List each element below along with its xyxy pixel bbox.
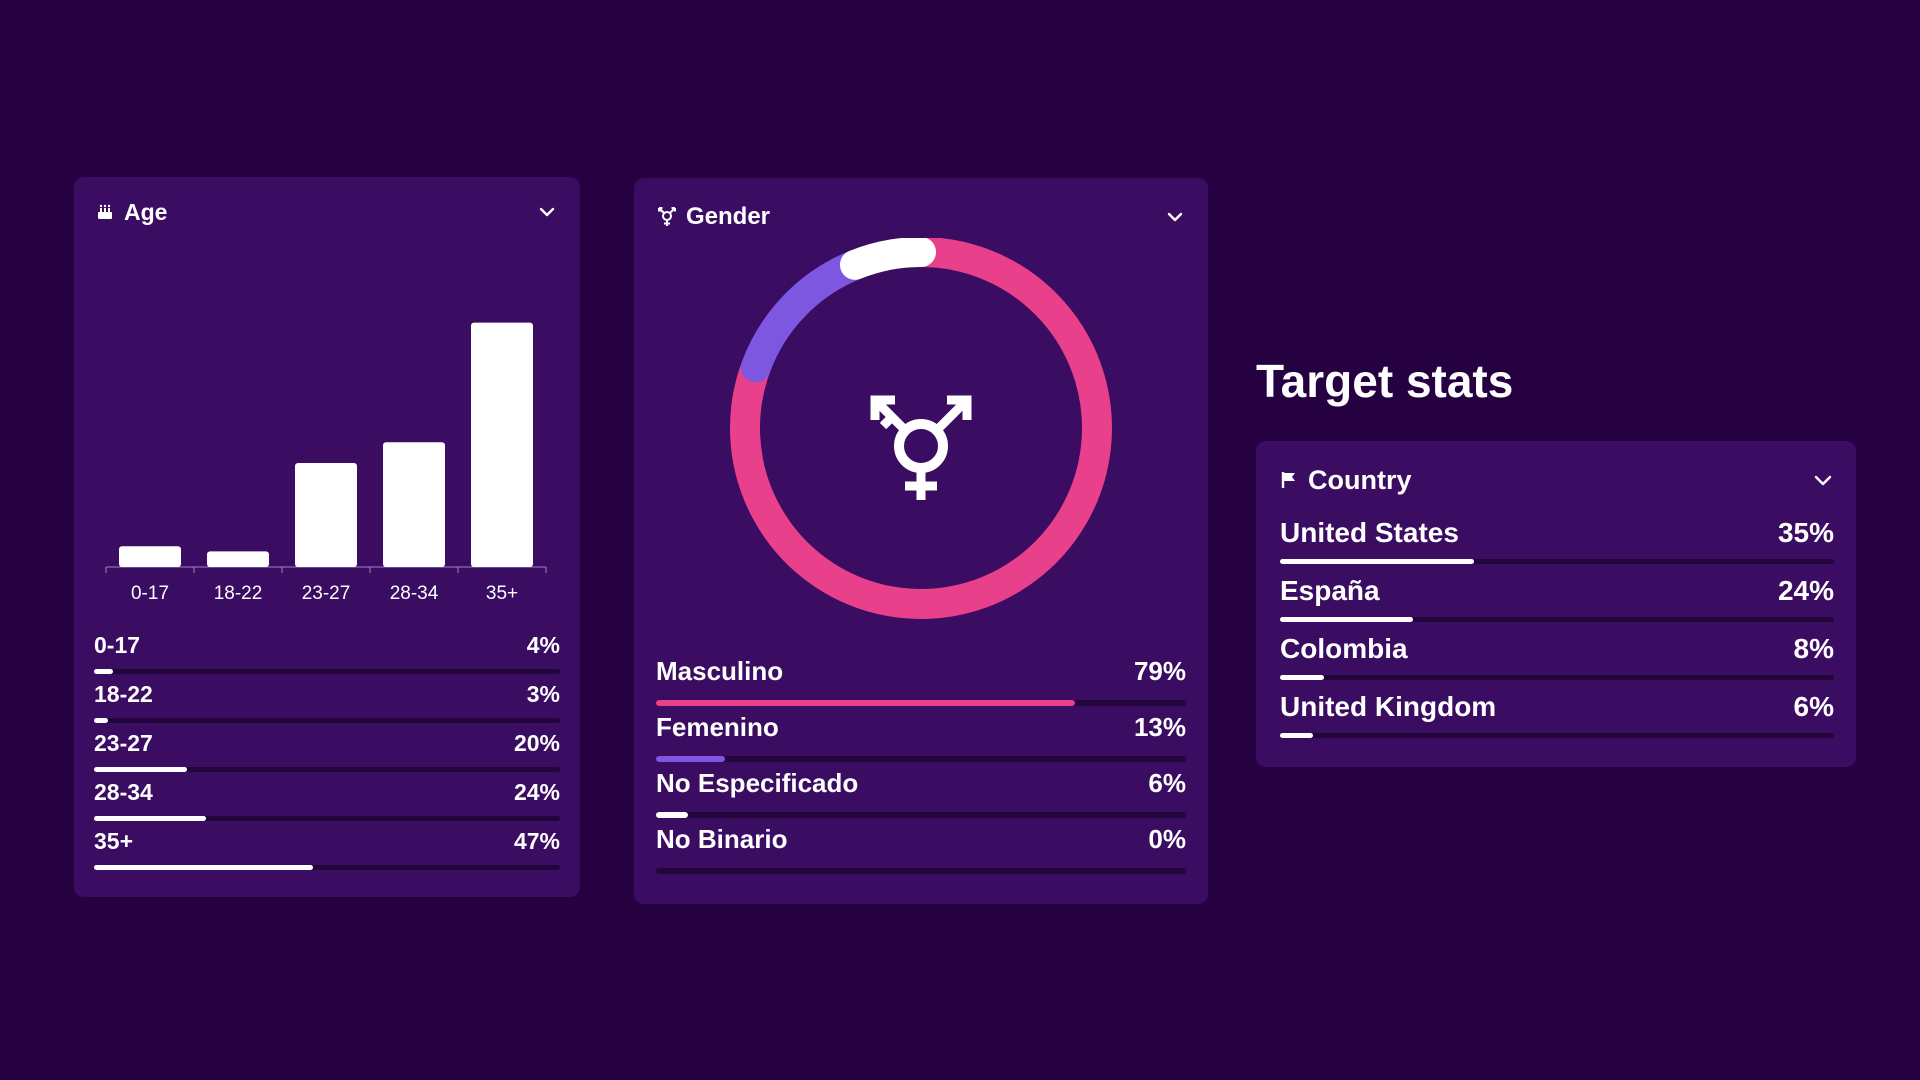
age-bar-23-27 [295,463,357,567]
gender-row-value: 6% [1148,768,1186,798]
gender-row: Masculino 79% [656,656,1186,687]
age-progress-track [94,767,560,772]
age-progress-track [94,669,560,674]
age-row: 35+ 47% [94,828,560,855]
age-bar-chart: 0-17 18-22 23-27 28-34 35+ [105,322,547,604]
x-tick-label: 35+ [486,583,518,604]
country-row-value: 24% [1777,575,1834,606]
age-row-label: 28-34 [94,779,153,805]
age-progress-fill [94,718,108,723]
age-progress-fill [94,669,113,674]
age-progress-fill [94,816,206,821]
gender-row-label: Femenino [656,712,779,742]
country-row-label: Colombia [1280,633,1408,664]
gender-progress-fill [656,812,688,818]
x-tick-label: 28-34 [390,583,439,604]
country-progress-fill [1280,675,1325,680]
country-card: Country United States 35% España 24% Colombi… [1256,441,1856,767]
x-tick-label: 0-17 [131,583,169,604]
country-row-label: España [1280,575,1380,606]
country-row-value: 6% [1793,691,1834,722]
age-bar-18-22 [207,551,269,567]
gender-row-label: No Binario [656,824,788,854]
country-row-label: United Kingdom [1280,691,1497,722]
flag-icon [1278,469,1300,491]
country-progress-fill [1280,733,1314,738]
x-tick-label: 23-27 [302,583,351,604]
gender-progress-fill [656,700,1075,706]
age-row-label: 35+ [94,828,134,854]
age-card-title: Age [124,198,168,225]
gender-progress-track [656,700,1186,706]
gender-card-title: Gender [686,203,771,230]
chevron-down-icon[interactable] [1164,206,1186,228]
age-row: 28-34 24% [94,779,560,806]
country-row: Colombia 8% [1280,633,1834,665]
age-progress-fill [94,865,314,870]
gender-card-header[interactable]: Gender [656,202,1186,232]
country-progress-fill [1280,559,1474,564]
country-row-label: United States [1280,517,1459,548]
age-row-label: 18-22 [94,681,153,707]
gender-progress-track [656,756,1186,762]
country-progress-fill [1280,617,1413,622]
transgender-symbol-icon [870,395,972,500]
country-progress-track [1280,617,1834,622]
x-tick-label: 18-22 [214,583,263,604]
age-card: Age 0-17 18-22 23-27 28-34 35+ 0-17 4% 18-22 3%… [74,177,580,897]
country-row: United Kingdom 6% [1280,691,1834,723]
gender-row: No Binario 0% [656,824,1186,855]
gender-card: Gender Masculino 79% Femenino 13% No Especif… [634,178,1208,904]
section-title: Target stats [1256,355,1514,407]
chevron-down-icon[interactable] [536,201,558,223]
age-progress-fill [94,767,188,772]
country-row-value: 8% [1793,633,1834,664]
age-row: 0-17 4% [94,632,560,659]
gender-row-label: No Especificado [656,768,859,798]
age-bar-35+ [471,322,533,567]
country-progress-track [1280,675,1834,680]
gender-row: No Especificado 6% [656,768,1186,799]
country-row-value: 35% [1777,517,1834,548]
age-row-label: 23-27 [94,730,153,756]
gender-progress-track [656,812,1186,818]
country-card-title: Country [1308,464,1412,495]
age-row-value: 20% [513,730,560,756]
donut-slice-no-especificado [839,238,936,280]
age-bar-0-17 [119,546,181,567]
gender-row-value: 0% [1148,824,1186,854]
gender-progress-track [656,868,1186,874]
donut-slice-femenino [740,249,870,383]
gender-row-value: 13% [1133,712,1186,742]
age-row-value: 24% [513,779,560,805]
age-progress-track [94,865,560,870]
gender-progress-fill [656,756,725,762]
age-bar-28-34 [383,442,445,567]
country-row: United States 35% [1280,517,1834,549]
cake-icon [94,201,116,223]
gender-row-label: Masculino [656,656,784,686]
country-progress-track [1280,559,1834,564]
age-row-value: 4% [526,632,560,658]
transgender-symbol-icon [656,206,678,228]
gender-donut-chart [730,238,1112,619]
country-row: España 24% [1280,575,1834,607]
donut-slice-masculino [730,238,1112,619]
age-progress-track [94,718,560,723]
age-row-value: 47% [513,828,560,854]
age-progress-track [94,816,560,821]
gender-row-value: 79% [1133,656,1186,686]
age-card-header[interactable]: Age [94,197,558,227]
age-row-value: 3% [526,681,560,707]
age-row: 23-27 20% [94,730,560,757]
age-row: 18-22 3% [94,681,560,708]
country-progress-track [1280,733,1834,738]
chevron-down-icon[interactable] [1812,469,1834,491]
age-row-label: 0-17 [94,632,141,658]
gender-row: Femenino 13% [656,712,1186,743]
country-card-header[interactable]: Country [1278,465,1834,495]
